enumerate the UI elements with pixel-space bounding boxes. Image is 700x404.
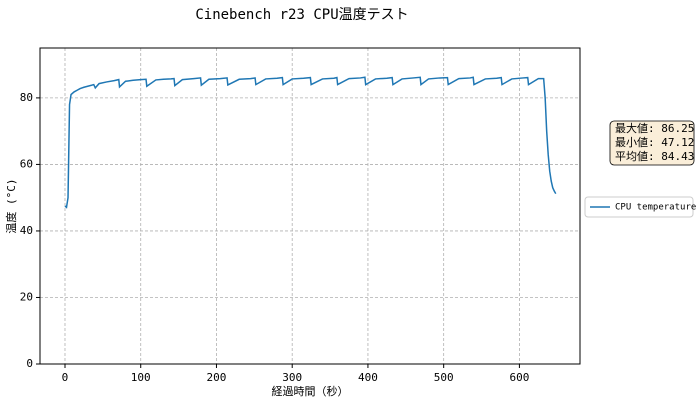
chart-title: Cinebench r23 CPU温度テスト	[195, 7, 408, 23]
legend-label: CPU temperature	[615, 203, 696, 213]
stats-box	[609, 120, 695, 166]
x-axis-label: 経過時間（秒）	[272, 384, 349, 398]
y-tick-label: 0	[26, 357, 33, 370]
x-tick-label: 200	[207, 371, 227, 384]
plot-frame	[39, 47, 581, 365]
x-tick-label: 300	[282, 371, 302, 384]
x-tick-label: 400	[358, 371, 378, 384]
y-tick-label: 80	[20, 91, 33, 104]
stats-line: 最大値: 86.25	[615, 121, 694, 135]
x-tick-label: 500	[434, 371, 454, 384]
y-axis-label: 温度 (°C)	[4, 178, 18, 233]
stats-line: 最小値: 47.12	[615, 136, 694, 149]
data-line	[64, 76, 557, 209]
x-tick-label: 100	[131, 371, 151, 384]
stats-line: 平均値: 84.43	[615, 150, 694, 163]
x-tick-label: 600	[509, 371, 529, 384]
y-tick-label: 60	[20, 157, 33, 170]
x-tick-label: 0	[62, 371, 69, 384]
y-tick-label: 20	[20, 290, 33, 303]
legend-box	[584, 196, 694, 218]
y-tick-label: 40	[20, 224, 33, 237]
